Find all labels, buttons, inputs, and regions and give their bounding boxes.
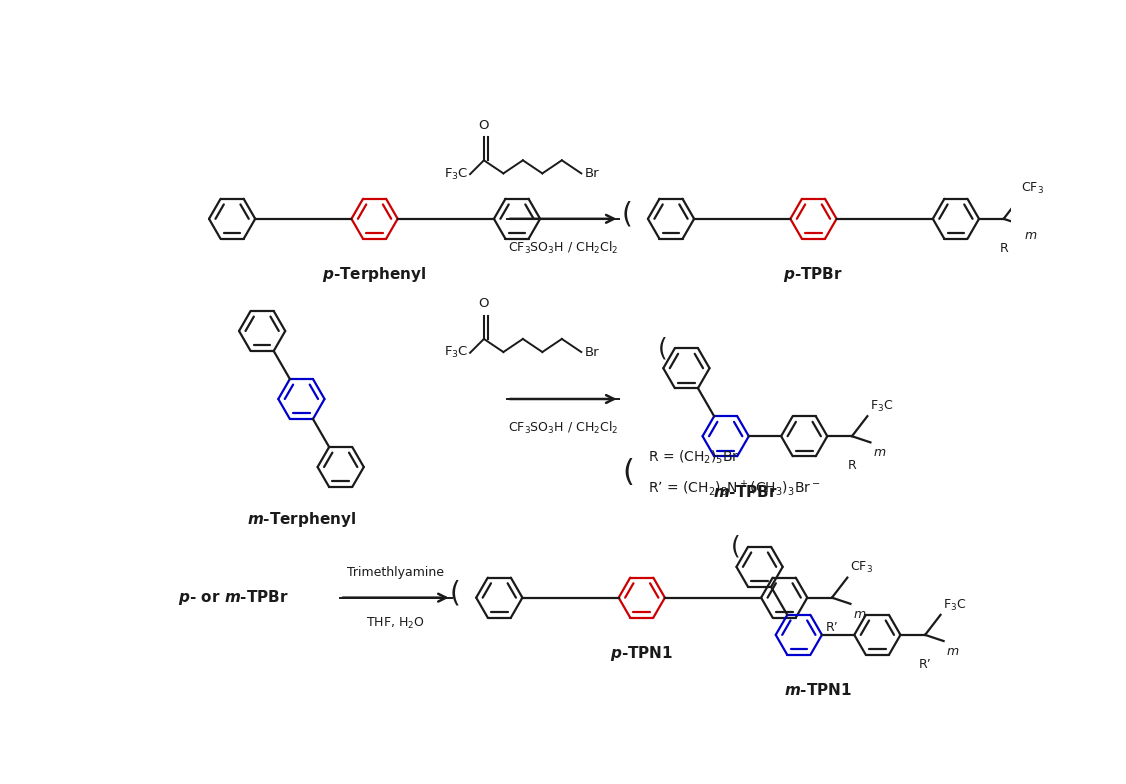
Text: THF, H$_2$O: THF, H$_2$O (366, 616, 426, 631)
Text: $\bfit{m}$-TPBr: $\bfit{m}$-TPBr (713, 484, 778, 499)
Text: $\bfit{m}$-TPN1: $\bfit{m}$-TPN1 (785, 682, 852, 699)
Text: (: ( (658, 336, 668, 360)
Text: $\bfit{p}$-TPN1: $\bfit{p}$-TPN1 (610, 644, 673, 662)
Text: $m$: $m$ (946, 645, 959, 658)
Text: CF$_3$SO$_3$H / CH$_2$Cl$_2$: CF$_3$SO$_3$H / CH$_2$Cl$_2$ (508, 240, 618, 256)
Text: R = (CH$_2$)$_5$Br: R = (CH$_2$)$_5$Br (647, 448, 740, 466)
Text: $m$: $m$ (1025, 229, 1038, 241)
Text: Trimethlyamine: Trimethlyamine (347, 566, 445, 579)
Text: (: ( (622, 201, 633, 229)
Text: F$_3$C: F$_3$C (869, 399, 893, 414)
Text: (: ( (450, 580, 461, 608)
Text: $\bfit{p}$-Terphenyl: $\bfit{p}$-Terphenyl (322, 265, 427, 284)
Text: $\bfit{p}$- or $\bfit{m}$-TPBr: $\bfit{p}$- or $\bfit{m}$-TPBr (178, 588, 289, 607)
Text: R’: R’ (919, 658, 931, 671)
Text: R’ = (CH$_2$)$_5$N$^+$(CH$_3$)$_3$Br$^-$: R’ = (CH$_2$)$_5$N$^+$(CH$_3$)$_3$Br$^-$ (647, 478, 821, 498)
Text: Br: Br (584, 167, 599, 180)
Text: (: ( (623, 459, 634, 488)
Text: $\bfit{m}$-Terphenyl: $\bfit{m}$-Terphenyl (247, 510, 356, 529)
Text: F$_3$C: F$_3$C (444, 345, 468, 361)
Text: F$_3$C: F$_3$C (942, 597, 966, 612)
Text: CF$_3$: CF$_3$ (1021, 181, 1044, 197)
Text: CF$_3$: CF$_3$ (850, 561, 873, 575)
Text: $m$: $m$ (852, 608, 866, 621)
Text: CF$_3$SO$_3$H / CH$_2$Cl$_2$: CF$_3$SO$_3$H / CH$_2$Cl$_2$ (508, 419, 618, 436)
Text: R’: R’ (825, 621, 839, 633)
Text: O: O (479, 297, 489, 310)
Text: F$_3$C: F$_3$C (444, 167, 468, 182)
Text: O: O (479, 119, 489, 132)
Text: R: R (999, 242, 1008, 255)
Text: (: ( (731, 535, 740, 559)
Text: $\bfit{p}$-TPBr: $\bfit{p}$-TPBr (784, 265, 843, 284)
Text: Br: Br (584, 346, 599, 358)
Text: $m$: $m$ (873, 446, 886, 459)
Text: R: R (848, 459, 857, 472)
